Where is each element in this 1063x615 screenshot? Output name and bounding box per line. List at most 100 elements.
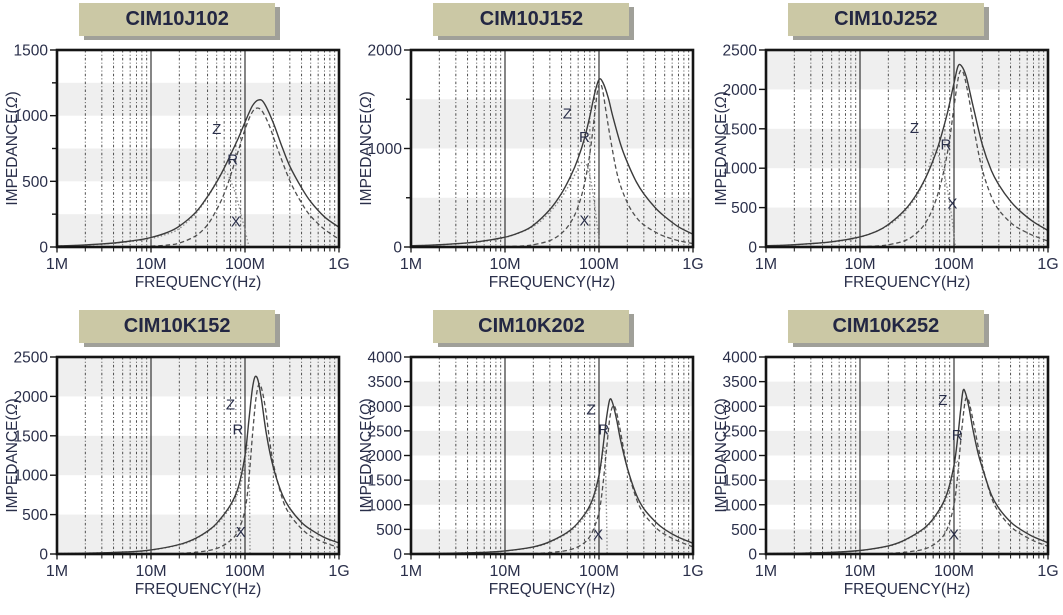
background-stripe xyxy=(765,381,1048,407)
y-axis-tick-label: 2500 xyxy=(722,423,757,440)
y-axis-title: IMPEDANCE(Ω) xyxy=(4,91,21,205)
curve-label-x: X xyxy=(947,196,957,213)
r-curve xyxy=(179,383,340,554)
curve-label-r: R xyxy=(599,421,610,438)
y-axis-tick-label: 1000 xyxy=(368,497,403,514)
background-stripe xyxy=(765,529,1048,554)
background-stripe xyxy=(411,381,694,407)
background-stripe xyxy=(411,99,694,149)
chart-title: CIM10K252 xyxy=(832,315,940,337)
y-axis-title: IMPEDANCE(Ω) xyxy=(358,91,375,205)
background-stripe xyxy=(411,529,694,554)
x-axis-tick-label: 1G xyxy=(328,563,349,580)
impedance-chart-3: 0 500 1000 1500 2000 2500 1M 10M 100M 1G FREQUENCY… xyxy=(712,41,1060,296)
x-axis-tick-label: 10M xyxy=(844,256,875,273)
x-axis-tick-label: 100M xyxy=(579,256,619,273)
y-axis-tick-label: 3500 xyxy=(368,374,403,391)
y-axis-tick-label: 2000 xyxy=(722,448,757,465)
background-stripe xyxy=(57,148,340,182)
x-axis-title: FREQUENCY(Hz) xyxy=(844,274,971,291)
background-stripe xyxy=(765,128,1048,169)
background-stripe xyxy=(57,357,340,397)
background-stripe xyxy=(765,207,1048,247)
r-curve xyxy=(505,82,694,247)
chart-title: CIM10J252 xyxy=(834,8,938,30)
x-axis-title: FREQUENCY(Hz) xyxy=(844,581,971,598)
x-axis-tick-label: 1M xyxy=(46,563,68,580)
chart-cell-4: CIM10K152 0 500 1000 1500 2000 2500 1M 10M 100M 1… xyxy=(0,307,354,615)
x-axis-tick-label: 1M xyxy=(400,563,422,580)
y-axis-tick-label: 0 xyxy=(748,240,757,257)
curve-label-z: Z xyxy=(910,120,919,137)
y-axis-tick-label: 1000 xyxy=(14,468,49,485)
chart-title: CIM10J152 xyxy=(479,8,584,30)
background-stripe xyxy=(765,480,1048,505)
chart-title: CIM10K152 xyxy=(123,315,231,337)
curve-label-r: R xyxy=(940,137,951,154)
x-axis-tick-label: 1G xyxy=(1037,563,1058,580)
r-curve xyxy=(136,107,340,247)
x-axis-tick-label: 1M xyxy=(755,256,777,273)
x-axis-tick-label: 10M xyxy=(490,256,521,273)
x-axis-tick-label: 1M xyxy=(46,256,68,273)
chart-title-banner: CIM10K252 xyxy=(787,310,984,343)
x-curve xyxy=(57,171,251,247)
y-axis-title: IMPEDANCE(Ω) xyxy=(4,398,21,512)
chart-cell-6: CIM10K252 0 500 1000 1500 2000 2500 3000 3500 40… xyxy=(709,307,1063,615)
y-axis-tick-label: 1000 xyxy=(722,497,757,514)
chart-title-banner: CIM10K202 xyxy=(433,310,630,343)
x-curve xyxy=(765,459,961,554)
plot-frame xyxy=(410,48,695,249)
z-curve xyxy=(411,398,694,554)
x-axis-tick-label: 1G xyxy=(1037,256,1058,273)
y-axis-title: IMPEDANCE(Ω) xyxy=(358,398,375,512)
background-stripe xyxy=(765,50,1048,90)
chart-title: CIM10J102 xyxy=(125,8,229,30)
y-axis-tick-label: 0 xyxy=(40,240,49,257)
plot-frame xyxy=(764,48,1050,249)
y-axis-tick-label: 1500 xyxy=(722,121,757,138)
impedance-plot-svg: 0 500 1000 1500 2000 2500 3000 3500 4000 1M 10M 100… xyxy=(713,350,1059,599)
y-axis-tick-label: 3500 xyxy=(722,374,757,391)
x-axis-tick-label: 1M xyxy=(755,563,777,580)
y-axis-tick-label: 500 xyxy=(731,200,757,217)
plot-frame xyxy=(55,355,341,556)
x-axis-tick-label: 1G xyxy=(683,563,704,580)
y-axis-tick-label: 0 xyxy=(394,240,403,257)
z-curve xyxy=(765,63,1048,247)
y-axis-tick-label: 2500 xyxy=(368,423,403,440)
y-axis-tick-label: 500 xyxy=(377,522,403,539)
background-stripe xyxy=(765,430,1048,456)
y-axis-tick-label: 0 xyxy=(40,547,49,564)
y-axis-title: IMPEDANCE(Ω) xyxy=(713,398,730,512)
chart-cell-1: CIM10J102 0 500 1000 1500 1M 10M 100M 1G FREQUEN… xyxy=(0,0,354,307)
curve-label-r: R xyxy=(227,152,238,169)
y-axis-tick-label: 500 xyxy=(731,522,757,539)
chart-title-banner: CIM10J102 xyxy=(79,3,276,36)
y-axis-tick-label: 1000 xyxy=(368,141,403,158)
chart-title-banner: CIM10J152 xyxy=(433,3,630,36)
y-axis-tick-label: 2000 xyxy=(368,43,403,60)
chart-cell-5: CIM10K202 0 500 1000 1500 2000 2500 3000 3500 40… xyxy=(354,307,708,615)
x-axis-tick-label: 1G xyxy=(328,256,349,273)
curve-label-x: X xyxy=(580,212,590,229)
x-axis-tick-label: 100M xyxy=(934,256,974,273)
impedance-plot-svg: 0 500 1000 1500 2000 2500 3000 3500 4000 1M 10M 100… xyxy=(358,350,704,599)
plot-frame xyxy=(764,355,1050,556)
z-curve xyxy=(57,99,340,247)
x-axis-tick-label: 1G xyxy=(683,256,704,273)
background-stripe xyxy=(57,514,340,554)
chart-title: CIM10K202 xyxy=(478,315,585,337)
x-curve xyxy=(57,444,251,554)
curve-label-r: R xyxy=(580,129,591,146)
curve-label-r: R xyxy=(233,421,244,438)
x-axis-tick-label: 100M xyxy=(934,563,974,580)
z-curve xyxy=(765,388,1048,554)
background-stripe xyxy=(411,480,694,505)
x-axis-tick-label: 100M xyxy=(225,563,265,580)
chart-title-banner: CIM10J252 xyxy=(787,3,984,36)
impedance-chart-1: 0 500 1000 1500 1M 10M 100M 1G FREQUENCY(Hz) IMPE… xyxy=(3,41,351,296)
y-axis-tick-label: 2000 xyxy=(722,82,757,99)
chart-cell-2: CIM10J152 0 1000 2000 1M 10M 100M 1G FREQUENCY(… xyxy=(354,0,708,307)
